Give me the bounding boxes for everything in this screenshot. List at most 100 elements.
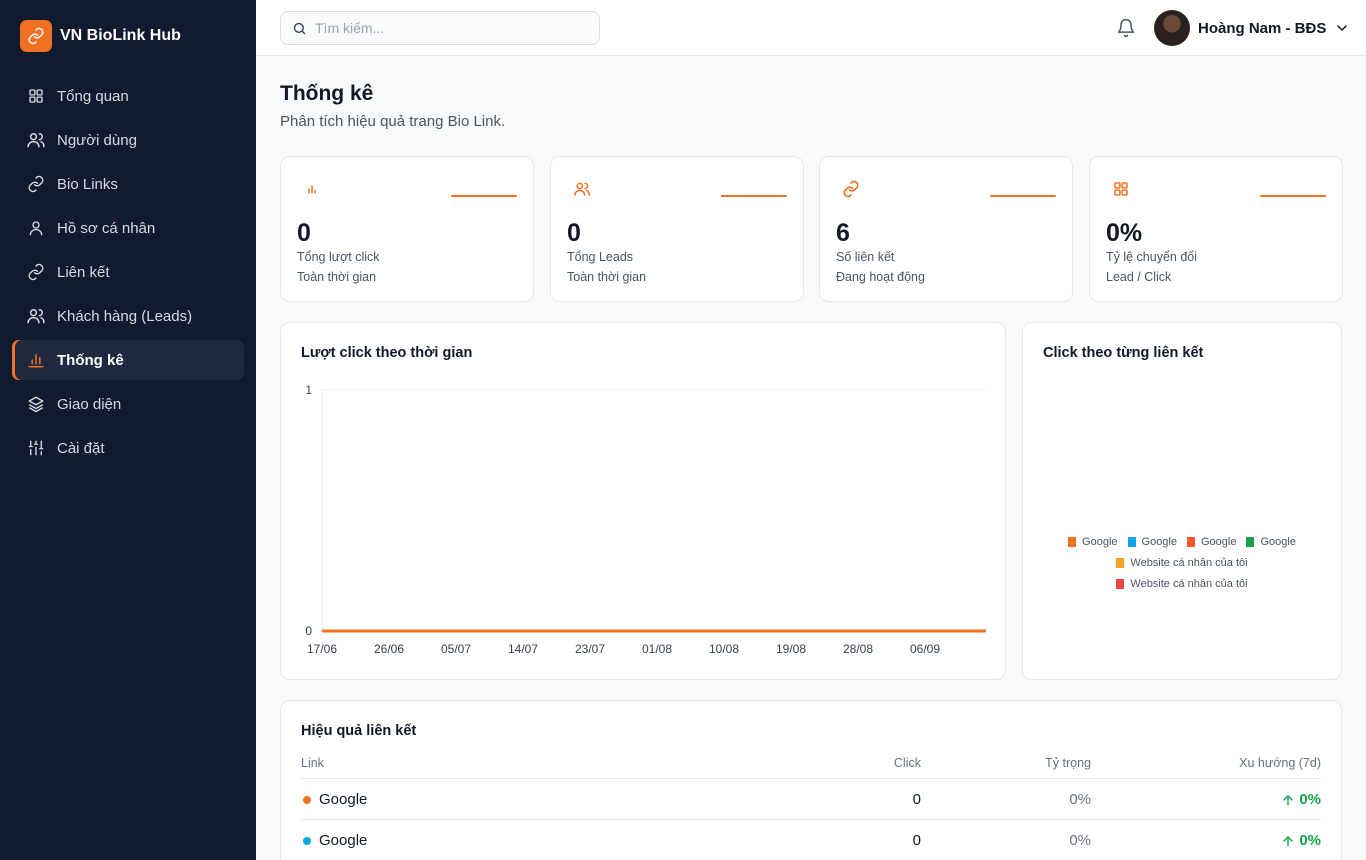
table-row[interactable]: Google 0 0% 0% [301,779,1321,820]
x-tick-label: 17/06 [307,642,337,656]
legend-swatch [1127,536,1136,547]
color-dot [303,836,311,845]
column-header-click[interactable]: Click [893,756,921,770]
legend-label: Website cá nhân của tôi [1130,577,1248,590]
x-tick-label: 10/08 [709,642,739,656]
table-header: Link Click Tỷ trọng Xu hướng (7d) [301,755,1321,779]
column-header-share[interactable]: Tỷ trọng [1045,756,1091,770]
legend-label: Google [1141,535,1177,548]
legend-item[interactable]: Google [1068,535,1118,548]
sidebar-item[interactable]: Tổng quan [12,76,244,116]
stat-sublabel: Lead / Click [1106,270,1172,284]
line-chart: 0 1 17/06 26/06 05/07 14/07 23/07 01/08 10/08 19/… [305,383,986,656]
trend-value: 0% [1299,791,1321,808]
users-icon [24,304,48,328]
sidebar-item-label: Cài đặt [57,439,105,457]
search-input[interactable] [315,20,585,36]
sidebar-item-label: Giao diện [57,395,122,413]
sidebar-item[interactable]: Thống kê [12,340,244,380]
bell-icon[interactable] [1114,16,1138,40]
x-tick-label: 14/07 [508,642,538,656]
bar-chart-icon [24,348,48,372]
legend-label: Google [1260,535,1296,548]
stat-value: 6 [836,219,850,247]
trend-line [451,195,517,197]
user-name: Hoàng Nam - BĐS [1198,19,1327,37]
sidebar: VN BioLink Hub Tổng quan Người dùng Bio Li… [0,0,256,860]
users-icon [24,128,48,152]
x-tick-label: 01/08 [642,642,672,656]
page-title: Thống kê [280,82,374,105]
grid-icon [1112,180,1130,198]
brand-name: VN BioLink Hub [60,27,181,44]
column-header-trend[interactable]: Xu hướng (7d) [1239,756,1321,770]
sidebar-item-label: Tổng quan [57,87,129,105]
legend-item[interactable]: Google [1127,535,1177,548]
stat-label: Tổng lượt click [297,250,380,264]
sidebar-item[interactable]: Người dùng [12,120,244,160]
search-icon [292,21,307,36]
legend-swatch [1068,536,1077,547]
users-icon [573,180,591,198]
legend-item[interactable]: Google [1246,535,1296,548]
table-row[interactable]: Google 0 0% 0% [301,820,1321,860]
column-header-link[interactable]: Link [301,756,324,770]
clicks-over-time-card: Lượt click theo thời gian 0 1 17/06 26/06 05… [280,322,1006,680]
sidebar-item-label: Hồ sơ cá nhân [57,219,156,237]
stat-label: Tỷ lệ chuyển đổi [1106,250,1198,264]
card-title: Hiệu quả liên kết [301,723,417,739]
x-tick-label: 05/07 [441,642,471,656]
brand[interactable]: VN BioLink Hub [0,0,256,72]
arrow-up-icon [1281,834,1295,848]
page-subtitle: Phân tích hiệu quả trang Bio Link. [280,113,506,130]
sidebar-nav: Tổng quan Người dùng Bio Links Hồ sơ cá nhâ… [12,76,244,472]
stat-value: 0 [567,219,581,247]
search-box[interactable] [280,11,600,45]
sidebar-item-label: Thống kê [57,351,124,369]
stat-card-leads: 0 Tổng Leads Toàn thời gian [550,156,804,302]
link-icon [24,172,48,196]
stat-card-conversion: 0% Tỷ lệ chuyển đổi Lead / Click [1089,156,1343,302]
stat-sublabel: Toàn thời gian [297,270,377,284]
x-tick-label: 19/08 [776,642,806,656]
stat-sublabel: Toàn thời gian [567,270,647,284]
user-icon [24,216,48,240]
legend-label: Google [1082,535,1118,548]
clicks-by-link-card: Click theo từng liên kết Google Google Goo… [1022,322,1342,680]
link-cell: Google [301,791,367,808]
link-name: Google [319,832,368,849]
trend-value: 0% [1299,832,1321,849]
layers-icon [24,392,48,416]
grid-icon [24,84,48,108]
trend-line [721,195,787,197]
legend-item[interactable]: Google [1187,536,1236,548]
trend-cell: 0% [1281,791,1321,808]
x-tick-label: 23/07 [575,642,605,656]
legend-swatch [1116,557,1125,568]
stat-value: 0% [1106,219,1143,247]
sidebar-item[interactable]: Liên kết [12,252,244,292]
sidebar-item[interactable]: Hồ sơ cá nhân [12,208,244,248]
click-cell: 0 [912,832,921,849]
stat-sublabel: Đang hoạt động [836,270,925,284]
sidebar-item[interactable]: Khách hàng (Leads) [12,296,244,336]
card-title: Click theo từng liên kết [1043,345,1204,361]
legend-item[interactable]: Website cá nhân của tôi [1116,577,1248,590]
trend-line [1260,195,1326,197]
stat-label: Tổng Leads [567,250,634,264]
user-menu[interactable]: Hoàng Nam - BĐS [1154,10,1350,46]
sidebar-item[interactable]: Bio Links [12,164,244,204]
sidebar-item-label: Liên kết [57,263,110,281]
legend-swatch [1246,536,1255,547]
sliders-icon [24,436,48,460]
arrow-up-icon [1281,793,1295,807]
link-icon [24,260,48,284]
link-name: Google [319,791,368,808]
x-tick-label: 26/06 [374,642,404,656]
sidebar-item-label: Bio Links [57,175,118,193]
chevron-down-icon [1334,20,1350,36]
sidebar-item[interactable]: Cài đặt [12,428,244,468]
legend-item[interactable]: Website cá nhân của tôi [1116,557,1248,569]
sidebar-item[interactable]: Giao diện [12,384,244,424]
x-tick-label: 28/08 [843,642,873,656]
